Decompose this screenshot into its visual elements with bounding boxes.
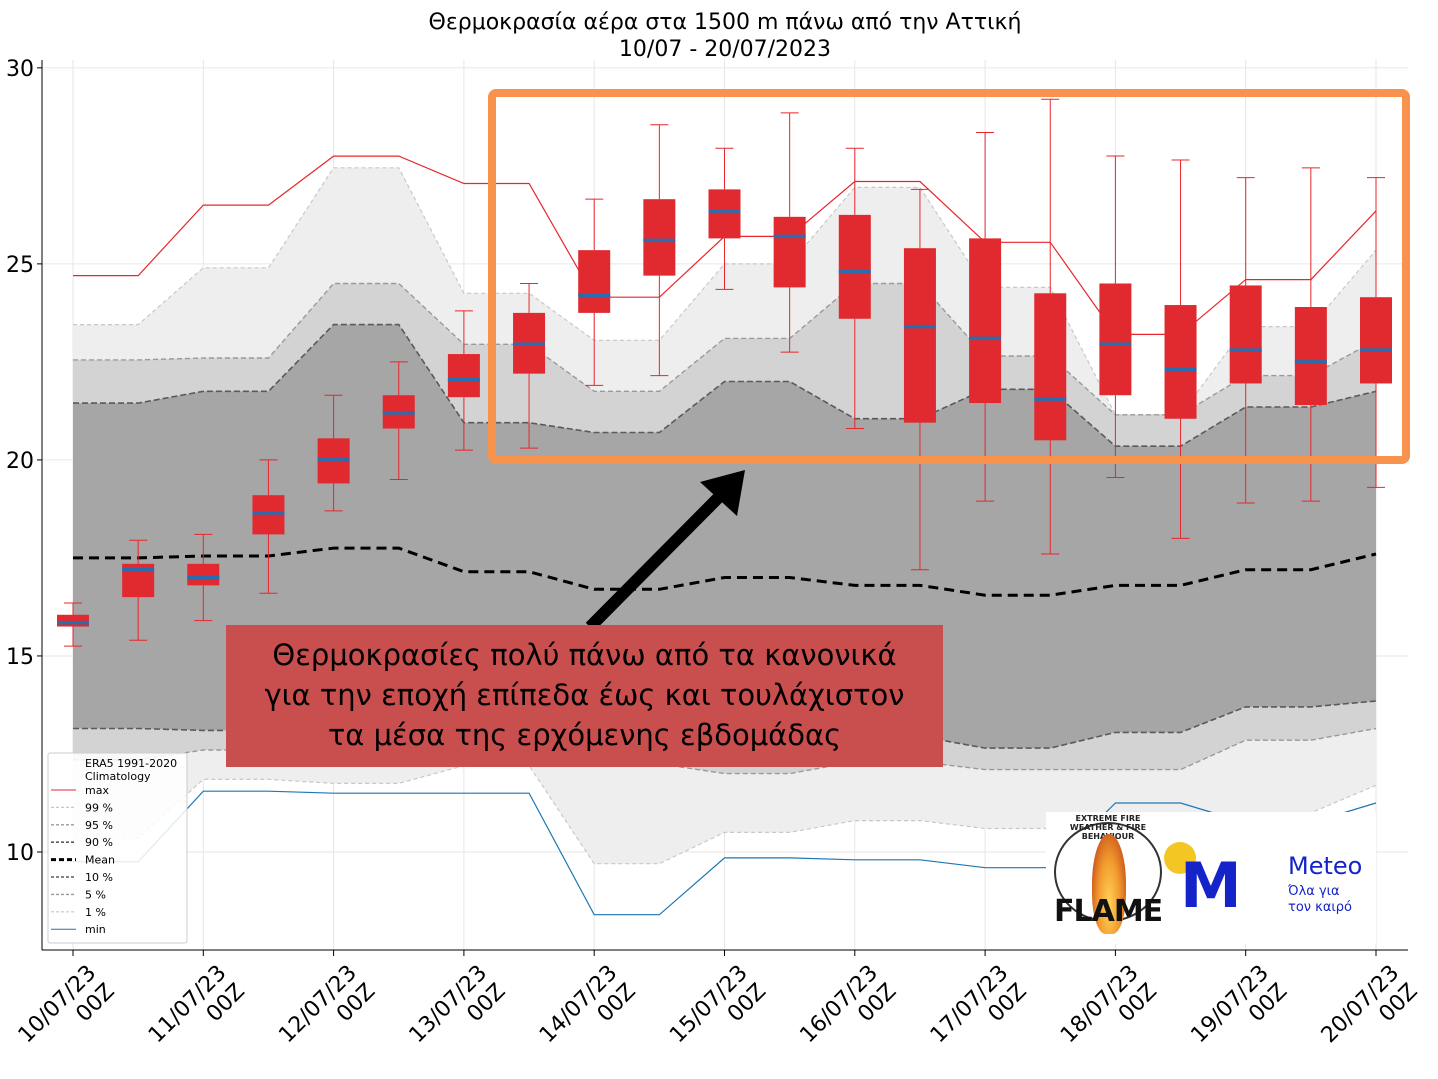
box-iqr [1034, 293, 1067, 441]
box-iqr [903, 248, 936, 423]
box-iqr [252, 495, 285, 535]
meteo-m-logo-icon: M [1180, 849, 1242, 922]
meteo-tagline-2: τον καιρό [1288, 900, 1353, 915]
arrow-shaft [585, 493, 723, 632]
legend-frame [47, 752, 188, 944]
y-tick-label: 25 [6, 253, 34, 278]
annotation-box: Θερμοκρασίες πολύ πάνω από τα κανονικά γ… [226, 625, 943, 767]
meteo-logo-name: Meteo [1288, 852, 1363, 880]
box-iqr [447, 354, 480, 398]
meteo-tagline: Όλα για τον καιρό [1288, 884, 1352, 916]
highlight-frame [488, 89, 1410, 464]
meteo-tagline-1: Όλα για [1288, 884, 1340, 899]
box-iqr [1164, 305, 1197, 419]
box-iqr [773, 216, 806, 288]
legend-label: 10 % [85, 871, 113, 884]
box-iqr [57, 614, 89, 627]
y-tick-label: 30 [6, 57, 34, 82]
box-iqr [187, 563, 220, 586]
legend-label: min [85, 923, 106, 936]
flame-logo-text: FLAME [1054, 894, 1163, 929]
chart-title-line1: Θερμοκρασία αέρα στα 1500 m πάνω από την… [429, 10, 1022, 35]
legend-label: 99 % [85, 801, 113, 814]
legend-label: max [85, 784, 109, 797]
legend-label: 1 % [85, 906, 106, 919]
box-iqr [578, 250, 611, 313]
box-iqr [1294, 307, 1327, 406]
clim-line-mean [73, 546, 1377, 597]
legend-label: 95 % [85, 819, 113, 832]
arrow-head-icon [700, 470, 745, 516]
y-tick-label: 10 [6, 841, 34, 866]
box-iqr [1360, 297, 1392, 384]
box-iqr [708, 189, 741, 239]
legend-title-line1: ERA5 1991-2020 [85, 757, 177, 770]
clim-line-p95 [73, 282, 1377, 416]
legend-label: 90 % [85, 836, 113, 849]
box-iqr [838, 214, 871, 319]
y-tick-label: 15 [6, 645, 34, 670]
y-tick-label: 20 [6, 449, 34, 474]
flame-fire-icon [1092, 834, 1126, 934]
legend-title-line2: Climatology [85, 770, 151, 783]
annotation-line1: Θερμοκρασίες πολύ πάνω από τα κανονικά [272, 638, 897, 672]
annotation-line3: τα μέσα της ερχόμενης εβδομάδας [327, 718, 842, 752]
box-iqr [1229, 285, 1262, 384]
legend-label: Mean [85, 854, 115, 867]
clim-line-p90 [73, 323, 1377, 447]
box-iqr [969, 238, 1002, 404]
box-iqr [643, 199, 676, 276]
legend-label: 5 % [85, 888, 106, 901]
clim-line-min [73, 790, 1377, 916]
chart-title-line2: 10/07 - 20/07/2023 [619, 37, 831, 62]
logos: EXTREME FIRE WEATHER & FIRE BEHAVIOUR FL… [1046, 812, 1376, 944]
box-iqr [1099, 283, 1132, 396]
annotation-line2: για την εποχή επίπεδα έως και τουλάχιστο… [264, 678, 905, 712]
meteo-sun-icon [1164, 842, 1196, 874]
